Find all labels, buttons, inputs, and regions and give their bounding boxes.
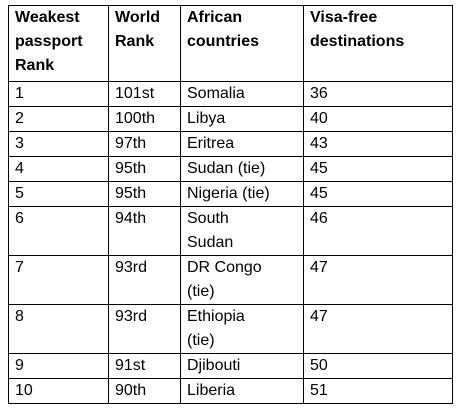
table-cell: Eritrea: [180, 131, 304, 157]
header-cell: World Rank: [108, 5, 181, 82]
table-cell: 93rd: [108, 304, 181, 354]
table-cell: 97th: [108, 131, 181, 157]
table-cell: Liberia: [180, 378, 304, 404]
table-cell: 91st: [108, 353, 181, 379]
passport-table: Weakest passport Rank World Rank African c…: [8, 5, 453, 404]
table-cell: Ethiopia (tie): [180, 304, 304, 354]
table-cell: 90th: [108, 378, 181, 404]
table-cell: Libya: [180, 106, 304, 132]
table-row: 9 91st Djibouti 50: [8, 353, 453, 379]
table-cell: 40: [303, 106, 453, 132]
table-cell: Sudan (tie): [180, 156, 304, 182]
table-cell: 8: [8, 304, 109, 354]
table-row: 8 93rd Ethiopia (tie) 47: [8, 304, 453, 354]
table-cell: 94th: [108, 206, 181, 256]
table-cell: 36: [303, 81, 453, 107]
table-cell: 9: [8, 353, 109, 379]
table-cell: 7: [8, 255, 109, 305]
table-row: 7 93rd DR Congo (tie) 47: [8, 255, 453, 305]
table-cell: 47: [303, 304, 453, 354]
table-row: 3 97th Eritrea 43: [8, 131, 453, 157]
table-cell: Somalia: [180, 81, 304, 107]
header-row: Weakest passport Rank World Rank African c…: [8, 5, 453, 82]
table-cell: 10: [8, 378, 109, 404]
table-cell: 51: [303, 378, 453, 404]
table-row: 6 94th South Sudan 46: [8, 206, 453, 256]
table-cell: 2: [8, 106, 109, 132]
table-cell: 3: [8, 131, 109, 157]
table-cell: 95th: [108, 156, 181, 182]
header-cell: African countries: [180, 5, 304, 82]
table-cell: 46: [303, 206, 453, 256]
table-cell: DR Congo (tie): [180, 255, 304, 305]
table-row: 5 95th Nigeria (tie) 45: [8, 181, 453, 207]
table-cell: 6: [8, 206, 109, 256]
table-cell: 50: [303, 353, 453, 379]
table-cell: Nigeria (tie): [180, 181, 304, 207]
table-row: 10 90th Liberia 51: [8, 378, 453, 404]
table-cell: 5: [8, 181, 109, 207]
table-cell: 47: [303, 255, 453, 305]
table-row: 1 101st Somalia 36: [8, 81, 453, 107]
header-cell: Weakest passport Rank: [8, 5, 109, 82]
table-cell: South Sudan: [180, 206, 304, 256]
table-row: 2 100th Libya 40: [8, 106, 453, 132]
table-cell: 4: [8, 156, 109, 182]
table-cell: 1: [8, 81, 109, 107]
table-cell: 43: [303, 131, 453, 157]
table-cell: 100th: [108, 106, 181, 132]
table-cell: 95th: [108, 181, 181, 207]
table-row: 4 95th Sudan (tie) 45: [8, 156, 453, 182]
table-body: 1 101st Somalia 36 2 100th Libya 40 3 97th Eritrea…: [8, 81, 453, 404]
table-cell: 45: [303, 181, 453, 207]
table-cell: Djibouti: [180, 353, 304, 379]
table-cell: 93rd: [108, 255, 181, 305]
table-cell: 101st: [108, 81, 181, 107]
header-cell: Visa-free destinations: [303, 5, 453, 82]
table-cell: 45: [303, 156, 453, 182]
